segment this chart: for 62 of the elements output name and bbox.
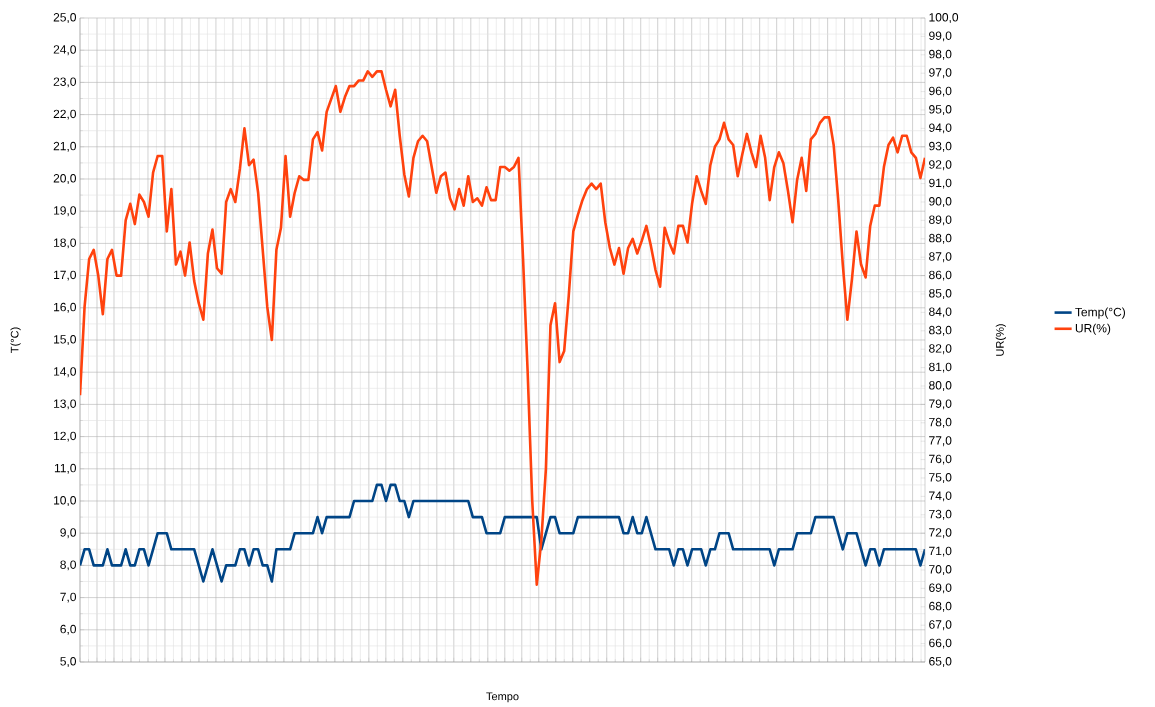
y2-axis-title: UR(%) — [995, 324, 1006, 356]
y-tick-label: 8,0 — [60, 560, 77, 571]
y2-tick-label: 70,0 — [929, 565, 952, 575]
y-tick-label: 10,0 — [54, 496, 77, 506]
y-axis-title: T(°C) — [10, 327, 21, 353]
y2-tick-label: 67,0 — [929, 620, 952, 631]
y-tick-label: 23,0 — [53, 77, 77, 88]
y-tick-label: 6,0 — [60, 624, 77, 635]
y2-tick-label: 83,0 — [929, 325, 952, 336]
y2-tick-label: 96,0 — [929, 86, 952, 97]
y-tick-label: 9,0 — [60, 528, 77, 539]
y2-tick-label: 84,0 — [929, 307, 952, 318]
y-tick-label: 7,0 — [60, 592, 77, 603]
y2-tick-label: 73,0 — [929, 509, 952, 520]
y-tick-label: 21,0 — [53, 141, 77, 152]
y2-tick-label: 98,0 — [929, 49, 952, 60]
y2-tick-label: 87,0 — [929, 252, 952, 263]
y2-tick-label: 80,0 — [929, 381, 952, 391]
y2-tick-label: 66,0 — [929, 638, 952, 649]
y2-tick-label: 89,0 — [929, 215, 952, 226]
y2-tick-label: 82,0 — [929, 344, 952, 355]
y-tick-label: 20,0 — [53, 174, 77, 184]
y2-tick-label: 75,0 — [929, 473, 952, 483]
y2-tick-label: 69,0 — [929, 583, 952, 594]
y2-tick-label: 97,0 — [929, 68, 952, 79]
y2-tick-label: 72,0 — [929, 528, 952, 539]
y-tick-label: 19,0 — [54, 206, 77, 217]
y2-tick-label: 95,0 — [929, 105, 952, 115]
y2-tick-label: 91,0 — [929, 178, 952, 189]
y-tick-label: 18,0 — [54, 238, 77, 249]
y-tick-label: 25,0 — [53, 13, 77, 23]
y-tick-label: 12,0 — [54, 431, 77, 442]
y2-tick-label: 71,0 — [929, 546, 952, 557]
y-tick-label: 16,0 — [54, 302, 77, 313]
legend-label: Temp(°C) — [1075, 307, 1125, 319]
y2-tick-label: 99,0 — [929, 31, 952, 42]
legend-label: UR(%) — [1075, 323, 1111, 335]
y-tick-label: 14,0 — [54, 367, 77, 378]
y2-tick-label: 76,0 — [929, 454, 952, 465]
y-tick-label: 5,0 — [60, 657, 77, 667]
y2-tick-label: 81,0 — [929, 362, 952, 373]
y-tick-label: 11,0 — [54, 463, 77, 474]
y2-tick-label: 74,0 — [929, 491, 952, 502]
y2-tick-label: 86,0 — [929, 270, 952, 281]
y2-tick-label: 100,0 — [929, 13, 959, 23]
y-tick-label: 13,0 — [54, 399, 77, 410]
y2-tick-label: 79,0 — [929, 399, 952, 410]
y2-tick-label: 92,0 — [929, 160, 952, 171]
y-tick-label: 22,0 — [53, 109, 77, 120]
y2-tick-label: 90,0 — [929, 197, 952, 207]
y-tick-label: 15,0 — [54, 335, 77, 345]
x-axis-title: Tempo — [486, 692, 519, 703]
y2-tick-label: 93,0 — [929, 141, 952, 152]
y-tick-label: 17,0 — [54, 270, 77, 281]
y2-tick-label: 65,0 — [929, 657, 952, 667]
y-tick-label: 24,0 — [53, 45, 77, 56]
y2-tick-label: 77,0 — [929, 436, 952, 447]
y2-tick-label: 68,0 — [929, 601, 952, 612]
y2-tick-label: 85,0 — [929, 289, 952, 299]
y2-tick-label: 88,0 — [929, 233, 952, 244]
y2-tick-label: 94,0 — [929, 123, 952, 134]
y2-tick-label: 78,0 — [929, 417, 952, 428]
